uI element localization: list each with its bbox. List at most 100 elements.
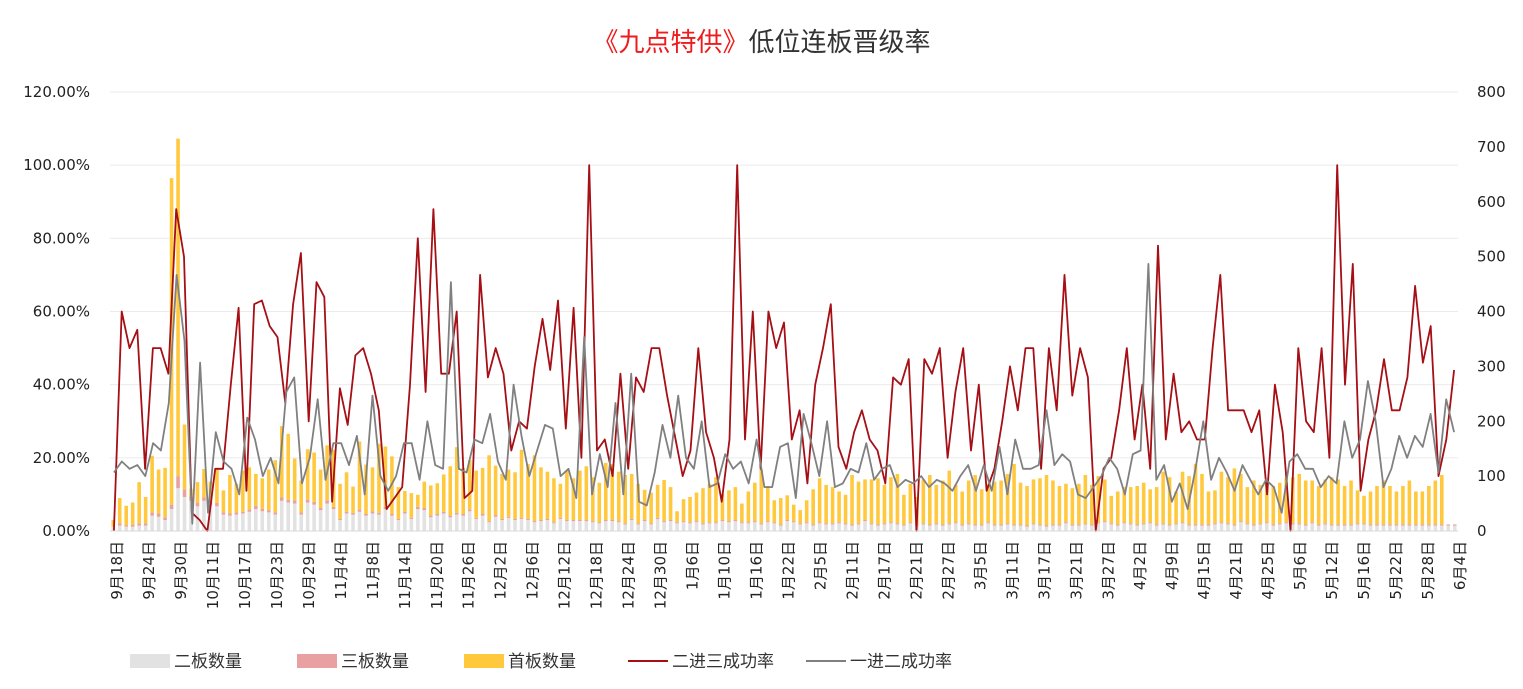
bar-三板数量	[539, 520, 543, 522]
line-layer	[113, 164, 1455, 532]
bar-三板数量	[791, 521, 796, 523]
bar-三板数量	[1070, 524, 1075, 526]
bar-首板数量	[1025, 486, 1029, 526]
bar-三板数量	[448, 515, 453, 518]
bar-二板数量	[558, 518, 563, 531]
bar-首板数量	[454, 447, 459, 513]
bar-首板数量	[629, 473, 634, 519]
bar-二板数量	[273, 514, 278, 531]
bar-三板数量	[519, 517, 524, 519]
bar-三板数量	[1232, 524, 1237, 526]
bar-二板数量	[636, 524, 640, 531]
bar-三板数量	[454, 512, 459, 515]
bar-首板数量	[338, 483, 342, 519]
bar-二板数量	[396, 520, 401, 531]
bar-三板数量	[824, 523, 828, 525]
bar-三板数量	[1446, 524, 1451, 526]
bar-三板数量	[513, 518, 517, 521]
bar-二板数量	[228, 515, 232, 531]
bar-三板数量	[1200, 524, 1204, 526]
bar-二板数量	[817, 523, 822, 531]
bar-首板数量	[850, 475, 854, 525]
bar-二板数量	[390, 515, 394, 531]
bar-三板数量	[1167, 524, 1172, 526]
bar-二板数量	[928, 525, 932, 531]
bar-二板数量	[616, 522, 621, 531]
bar-首板数量	[584, 466, 589, 521]
bar-二板数量	[966, 524, 971, 531]
bar-三板数量	[753, 521, 757, 523]
bar-三板数量	[416, 506, 420, 510]
bar-首板数量	[1407, 480, 1412, 525]
bar-首板数量	[279, 426, 284, 498]
bar-首板数量	[746, 491, 751, 523]
x-tick-label: 5月12日	[1323, 541, 1341, 600]
bar-三板数量	[1401, 524, 1405, 526]
x-tick-label: 5月28日	[1419, 541, 1437, 600]
bar-首板数量	[383, 446, 388, 507]
bar-三板数量	[331, 506, 336, 510]
bar-二板数量	[623, 524, 628, 531]
bar-首板数量	[396, 487, 401, 519]
bar-首板数量	[1219, 471, 1224, 523]
bar-首板数量	[1141, 482, 1146, 524]
bar-三板数量	[124, 525, 128, 527]
bar-首板数量	[461, 467, 465, 514]
bar-二板数量	[1057, 525, 1062, 531]
bar-首板数量	[1122, 487, 1127, 523]
bar-首板数量	[260, 478, 265, 510]
bar-二板数量	[565, 521, 569, 531]
x-tick-label: 3月27日	[1099, 541, 1117, 600]
bar-首板数量	[1316, 486, 1321, 525]
bar-二板数量	[1141, 524, 1146, 531]
bar-首板数量	[370, 467, 375, 512]
bar-二板数量	[545, 520, 550, 531]
bar-二板数量	[714, 523, 718, 531]
bar-二板数量	[811, 525, 815, 531]
bar-三板数量	[603, 520, 608, 522]
bar-二板数量	[895, 524, 900, 531]
bar-三板数量	[1226, 523, 1230, 525]
bar-三板数量	[830, 523, 835, 525]
bar-二板数量	[500, 520, 504, 531]
bar-二板数量	[1258, 524, 1263, 531]
bar-二板数量	[1161, 524, 1165, 531]
bar-二板数量	[409, 518, 414, 531]
bar-三板数量	[422, 507, 427, 511]
bar-三板数量	[1433, 524, 1438, 526]
y-left-tick-label: 0.00%	[42, 522, 90, 540]
bar-三板数量	[1219, 522, 1224, 524]
bar-二板数量	[169, 509, 174, 531]
bar-二板数量	[869, 524, 874, 531]
bar-三板数量	[947, 523, 952, 525]
bar-三板数量	[908, 522, 913, 524]
bar-三板数量	[325, 500, 329, 504]
bar-首板数量	[124, 505, 128, 526]
bar-三板数量	[882, 523, 887, 525]
bar-二板数量	[487, 522, 491, 531]
bar-首板数量	[999, 480, 1003, 525]
bar-三板数量	[636, 523, 640, 525]
y-left-tick-label: 100.00%	[23, 156, 90, 174]
bar-三板数量	[1258, 523, 1263, 525]
bar-三板数量	[940, 524, 945, 526]
bar-首板数量	[169, 178, 174, 505]
bar-二板数量	[532, 522, 537, 531]
bar-首板数量	[247, 467, 252, 510]
bar-首板数量	[480, 467, 485, 514]
bar-首板数量	[837, 491, 841, 523]
bar-三板数量	[150, 512, 154, 516]
bar-二板数量	[286, 502, 291, 531]
bar-首板数量	[1161, 471, 1165, 524]
legend-label: 首板数量	[508, 652, 576, 672]
x-tick-label: 11月14日	[396, 541, 414, 609]
x-tick-label: 2月27日	[939, 541, 957, 600]
bar-二板数量	[1446, 525, 1451, 531]
bar-首板数量	[532, 455, 537, 522]
bar-二板数量	[746, 523, 751, 531]
y-right-tick-label: 700	[1477, 138, 1506, 156]
bar-二板数量	[182, 496, 187, 531]
bar-二板数量	[1115, 525, 1120, 531]
bar-首板数量	[733, 487, 738, 521]
bar-三板数量	[662, 521, 666, 523]
